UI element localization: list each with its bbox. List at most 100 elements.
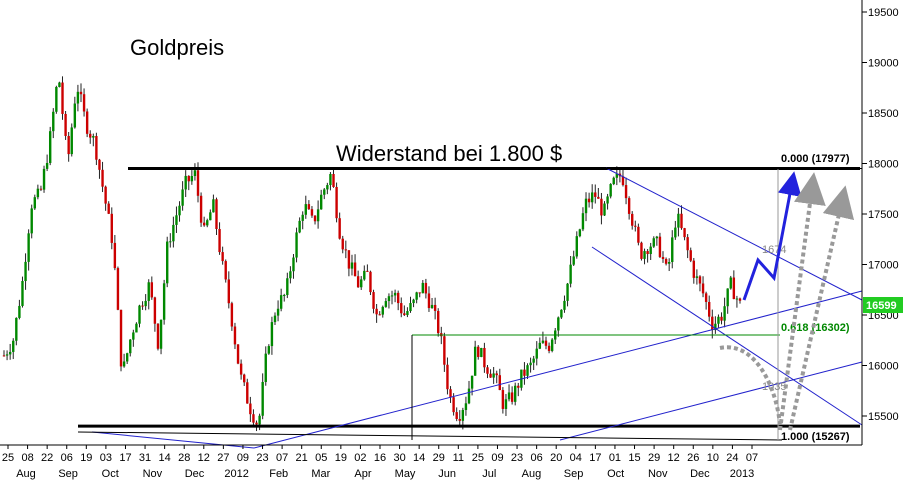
candle-down	[510, 392, 514, 402]
candle-down	[418, 292, 421, 294]
candle-down	[631, 213, 634, 226]
candle-down	[627, 198, 631, 214]
candle-up	[295, 232, 298, 258]
candle-down	[372, 292, 375, 309]
candle-up	[563, 300, 566, 310]
x-day-label: 27	[217, 452, 229, 464]
candle-down	[341, 238, 344, 250]
candle-up	[30, 208, 33, 234]
x-day-label: 04	[570, 452, 582, 464]
candle-down	[255, 422, 258, 425]
candle-down	[224, 261, 227, 280]
candle-up	[674, 227, 677, 238]
x-day-label: 31	[139, 452, 151, 464]
candle-down	[544, 340, 548, 346]
candle-down	[119, 309, 123, 367]
candle-up	[480, 347, 483, 357]
x-day-label: 01	[609, 452, 621, 464]
gray-projection-arrow-2	[788, 185, 855, 431]
candle-up	[584, 198, 588, 214]
candle-up	[279, 295, 283, 309]
candle-up	[267, 346, 271, 354]
candle-down	[310, 209, 314, 216]
candle-down	[252, 414, 255, 423]
candle-up	[261, 381, 264, 416]
x-month-label: Aug	[522, 468, 542, 480]
x-month-label: Mar	[311, 468, 330, 480]
candle-up	[5, 354, 9, 356]
candle-up	[169, 241, 172, 243]
y-tick-label: 15500	[868, 411, 899, 423]
candle-down	[227, 279, 231, 304]
candle-down	[498, 375, 501, 391]
candle-down	[501, 390, 505, 409]
candle-down	[338, 218, 341, 239]
candle-up	[470, 375, 474, 389]
y-tick-label: 18000	[868, 159, 899, 171]
candle-down	[433, 304, 437, 311]
candle-up	[492, 373, 495, 378]
candle-up	[381, 306, 384, 315]
x-day-label: 07	[746, 452, 758, 464]
candle-down	[424, 282, 428, 294]
candle-down	[101, 169, 104, 187]
x-day-label: 19	[335, 452, 347, 464]
candle-up	[135, 323, 138, 333]
candle-down	[634, 225, 637, 227]
candle-down	[689, 250, 692, 261]
candle-up	[273, 315, 277, 323]
candle-up	[166, 241, 169, 284]
candle-down	[39, 188, 43, 190]
candle-up	[45, 162, 49, 169]
x-day-label: 16	[374, 452, 386, 464]
x-month-label: Aug	[16, 468, 36, 480]
candle-up	[532, 358, 535, 363]
x-day-label: 17	[589, 452, 601, 464]
candle-up	[258, 415, 261, 425]
candle-up	[504, 399, 508, 409]
candle-up	[569, 264, 572, 284]
candle-up	[125, 353, 129, 362]
candle-up	[144, 300, 147, 307]
candle-down	[116, 268, 120, 310]
x-month-label: Sep	[58, 468, 78, 480]
candle-down	[600, 198, 603, 216]
candle-down	[369, 271, 372, 293]
y-tick-label: 18500	[868, 108, 899, 120]
candle-down	[218, 229, 221, 253]
fib-level-label: 0.000 (17977)	[781, 153, 850, 165]
x-day-label: 14	[413, 452, 425, 464]
x-month-label: Nov	[648, 468, 668, 480]
candle-up	[560, 309, 563, 318]
x-day-label: 15	[628, 452, 640, 464]
candle-down	[64, 113, 67, 136]
x-month-label: Dec	[690, 468, 710, 480]
candle-up	[319, 194, 323, 210]
candle-down	[233, 326, 237, 345]
candle-down	[400, 303, 403, 314]
candle-up	[329, 173, 332, 186]
candle-down	[446, 364, 449, 390]
x-day-label: 06	[61, 452, 73, 464]
candle-down	[698, 276, 702, 284]
candle-up	[304, 204, 307, 215]
candle-up	[603, 203, 606, 216]
candle-up	[612, 177, 615, 185]
candle-up	[717, 316, 720, 324]
candle-down	[239, 363, 243, 375]
candle-down	[98, 159, 101, 170]
candle-up	[209, 212, 212, 221]
x-month-label: Feb	[269, 468, 288, 480]
x-month-label: May	[395, 468, 416, 480]
candle-up	[76, 91, 80, 104]
candle-down	[347, 250, 351, 269]
candle-up	[162, 283, 166, 320]
candle-up	[507, 392, 511, 400]
candle-up	[70, 127, 73, 155]
x-day-label: 21	[296, 452, 308, 464]
gray-projection-arrow-1	[778, 172, 826, 431]
x-day-label: 26	[687, 452, 699, 464]
candle-up	[326, 185, 329, 190]
candle-down	[640, 242, 643, 259]
